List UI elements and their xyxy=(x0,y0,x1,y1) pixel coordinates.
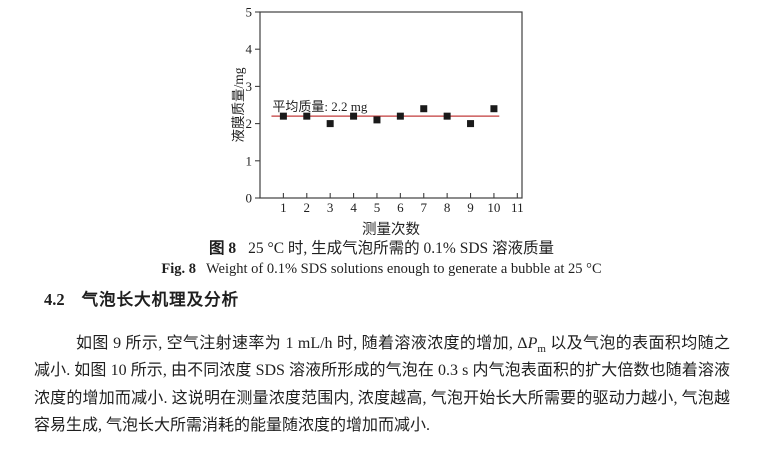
data-point xyxy=(396,112,404,120)
data-point xyxy=(350,112,358,120)
figure-caption-zh: 图 8 25 °C 时, 生成气泡所需的 0.1% SDS 溶液质量 xyxy=(0,239,763,258)
x-tick-label: 5 xyxy=(374,200,381,215)
mean-annotation: 平均质量: 2.2 mg xyxy=(272,99,367,114)
x-tick-label: 4 xyxy=(350,200,357,215)
y-tick-label: 0 xyxy=(246,191,253,206)
y-tick-label: 4 xyxy=(246,42,253,57)
figure-caption-en-label: Fig. 8 xyxy=(161,261,196,277)
figure-caption-zh-text: 25 °C 时, 生成气泡所需的 0.1% SDS 溶液质量 xyxy=(248,240,555,257)
y-tick-label: 1 xyxy=(246,153,253,168)
x-tick-label: 1 xyxy=(280,200,287,215)
x-tick-label: 3 xyxy=(327,200,334,215)
y-tick-label: 2 xyxy=(246,116,253,131)
data-point xyxy=(373,116,381,124)
figure-8-chart: 0 1 2 3 4 5 1 2 3 4 5 6 7 8 9 10 11 平均质量: 2.2 mg 测量次数 液膜质量/… xyxy=(231,5,524,239)
figure-8: 0 1 2 3 4 5 1 2 3 4 5 6 7 8 9 10 11 平均质量: 2.2 mg 测量次数 液膜质量/… xyxy=(230,0,540,240)
figure-caption-en: Fig. 8 Weight of 0.1% SDS solutions enoug… xyxy=(0,260,763,279)
x-tick-label: 7 xyxy=(421,200,428,215)
data-point xyxy=(279,112,287,120)
x-tick-label: 6 xyxy=(397,200,404,215)
body-paragraph: 如图 9 所示, 空气注射速率为 1 mL/h 时, 随着溶液浓度的增加, ΔP… xyxy=(34,330,730,440)
section-number: 4.2 xyxy=(44,290,65,309)
figure-caption-zh-label: 图 8 xyxy=(208,240,237,257)
data-point xyxy=(420,105,428,113)
y-axis-title: 液膜质量/mg xyxy=(231,67,246,142)
x-axis-title: 测量次数 xyxy=(362,221,420,238)
section-heading: 4.2 气泡长大机理及分析 xyxy=(44,289,239,311)
plot-frame xyxy=(259,11,523,199)
variable-delta-p: P xyxy=(527,335,538,352)
x-tick-label: 8 xyxy=(444,200,451,215)
data-point xyxy=(303,112,311,120)
x-tick-label: 10 xyxy=(487,200,500,215)
data-point xyxy=(443,112,451,120)
y-tick-label: 5 xyxy=(246,5,253,20)
paragraph-text-1: 如图 9 所示, 空气注射速率为 1 mL/h 时, 随着溶液浓度的增加, Δ xyxy=(76,335,528,352)
data-point xyxy=(467,120,475,128)
y-tick-label: 3 xyxy=(246,79,253,94)
variable-subscript-m: m xyxy=(537,343,546,356)
x-tick-label: 9 xyxy=(467,200,474,215)
data-point xyxy=(490,105,498,113)
data-point xyxy=(326,120,334,128)
x-tick-label: 2 xyxy=(304,200,311,215)
section-title: 气泡长大机理及分析 xyxy=(81,291,240,309)
x-tick-label: 11 xyxy=(511,200,524,215)
figure-caption-en-text: Weight of 0.1% SDS solutions enough to g… xyxy=(205,261,602,277)
paragraph-text-2: 以及气泡的表面积均随之减小. 如图 10 所示, 由不同浓度 SDS 溶液所形成… xyxy=(34,335,730,435)
